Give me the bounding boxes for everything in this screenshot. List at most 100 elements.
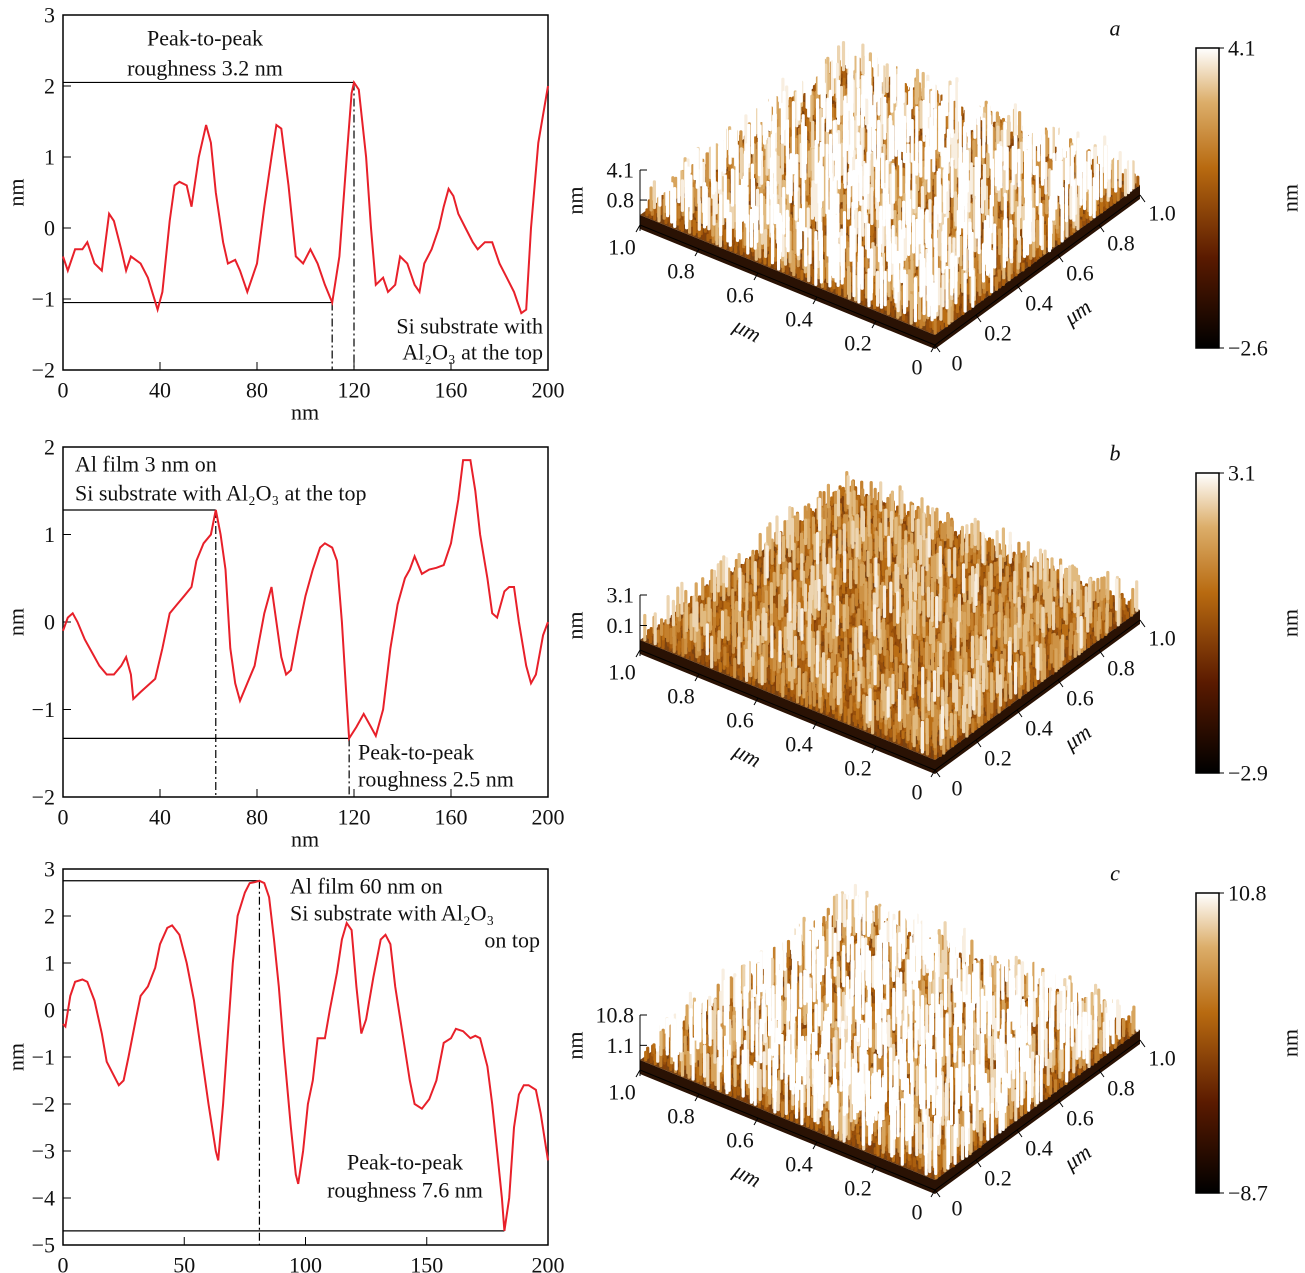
y-tick-label: −1 <box>32 697 55 722</box>
z-tick-label: 1.1 <box>607 1033 635 1058</box>
annotation: Peak-to-peak <box>358 740 474 765</box>
y-tick-label: 2 <box>44 74 55 99</box>
y-tick-label: 0.8 <box>1107 656 1135 681</box>
x-tick-label: 200 <box>532 1253 565 1273</box>
y-axis-label: nm <box>4 1043 29 1071</box>
x-axis-line <box>639 649 936 771</box>
x-tick-label: 0.4 <box>785 732 813 757</box>
y-tick-label: −4 <box>32 1186 55 1211</box>
colorbar-tick-label: 10.8 <box>1228 881 1267 906</box>
z-tick-label: 3.1 <box>607 583 635 608</box>
z-tick-label: 10.8 <box>596 1003 635 1028</box>
annotation: Si substrate with Al₂O₃ <box>290 901 494 926</box>
colorbar-tick-label: 4.1 <box>1228 36 1256 61</box>
x-tick-label: 0.2 <box>844 1176 872 1201</box>
x-tick-label: 200 <box>532 378 565 403</box>
y-tick <box>1057 679 1064 688</box>
x-tick <box>635 224 641 233</box>
y-tick-label: 3 <box>44 857 55 882</box>
x-tick <box>812 721 818 730</box>
z-axis-label: nm <box>563 186 588 214</box>
x-tick <box>930 344 936 353</box>
annotation: Si substrate with Al₂O₃ at the top <box>75 481 367 506</box>
y-tick-label: 0.6 <box>1066 686 1094 711</box>
x-axis-line <box>639 224 936 346</box>
x-tick-label: 0.6 <box>726 1128 754 1153</box>
y-axis-line <box>934 194 1141 346</box>
x-tick-label: 50 <box>173 1253 195 1273</box>
x-axis-label: μm <box>729 1157 765 1192</box>
x-tick-label: 0.6 <box>726 708 754 733</box>
y-tick <box>975 1159 982 1168</box>
x-tick <box>635 1069 641 1078</box>
x-tick-label: 120 <box>338 378 371 403</box>
y-tick-label: 0.6 <box>1066 261 1094 286</box>
x-tick-label: 0 <box>58 378 69 403</box>
panel-label: b <box>1110 441 1121 466</box>
y-tick <box>1098 224 1105 233</box>
profile-line <box>62 879 549 1232</box>
x-axis-label: nm <box>291 827 319 852</box>
x-tick-label: 80 <box>246 805 268 830</box>
y-tick <box>1139 619 1146 628</box>
y-axis-line <box>934 619 1141 771</box>
y-axis-label: μm <box>1058 294 1095 331</box>
y-tick-label: 0.4 <box>1025 716 1053 741</box>
x-tick <box>694 673 700 682</box>
colorbar-tick-label: −2.6 <box>1228 336 1268 361</box>
z-tick-label: 4.1 <box>607 158 635 183</box>
y-axis-label: nm <box>4 608 29 636</box>
x-axis-line <box>639 1069 936 1191</box>
y-axis-label: nm <box>4 178 29 206</box>
x-tick-label: 0 <box>912 1200 923 1225</box>
x-tick <box>635 649 641 658</box>
y-tick <box>975 314 982 323</box>
z-tick-label: 0.8 <box>607 188 635 213</box>
x-tick-label: 0 <box>58 805 69 830</box>
profile-line <box>62 80 549 315</box>
y-tick <box>1098 1069 1105 1078</box>
x-tick <box>871 320 877 329</box>
x-tick-label: 0.4 <box>785 307 813 332</box>
x-tick <box>694 1093 700 1102</box>
x-tick-label: 0.2 <box>844 756 872 781</box>
y-tick-label: −1 <box>32 1045 55 1070</box>
x-tick <box>930 769 936 778</box>
x-tick-label: 0.2 <box>844 331 872 356</box>
y-tick-label: 0 <box>44 216 55 241</box>
colorbar-label: nm <box>1278 1029 1303 1057</box>
surface-skirt <box>640 185 1140 349</box>
panel-label: c <box>1110 861 1120 886</box>
annotation: Al film 3 nm on <box>75 452 217 477</box>
y-tick-label: 0 <box>952 776 963 801</box>
x-tick-label: 40 <box>149 378 171 403</box>
y-tick-label: 0.4 <box>1025 1136 1053 1161</box>
y-tick <box>1057 254 1064 263</box>
x-axis-label: μm <box>729 737 765 772</box>
annotation: Si substrate with <box>396 314 543 339</box>
surface-texture <box>653 475 1139 746</box>
x-tick <box>753 272 759 281</box>
x-tick-label: 40 <box>149 805 171 830</box>
profile-line <box>62 459 549 742</box>
y-tick-label: 3 <box>44 3 55 28</box>
y-tick <box>1098 649 1105 658</box>
x-tick-label: 120 <box>338 805 371 830</box>
z-axis-label: nm <box>563 1031 588 1059</box>
surface-skirt <box>640 1030 1140 1194</box>
y-tick-label: 0.8 <box>1107 1076 1135 1101</box>
x-tick-label: 0 <box>58 1253 69 1273</box>
y-tick <box>1016 709 1023 718</box>
y-tick-label: −2 <box>32 785 55 810</box>
annotation: roughness 3.2 nm <box>127 56 283 81</box>
annotation: Peak-to-peak <box>347 1150 463 1175</box>
x-tick <box>930 1189 936 1198</box>
z-tick-label: 0.1 <box>607 613 635 638</box>
x-tick-label: 160 <box>435 805 468 830</box>
y-axis-label: μm <box>1058 719 1095 756</box>
x-tick-label: 0.6 <box>726 283 754 308</box>
annotation: Al film 60 nm on <box>290 874 443 899</box>
colorbar <box>1195 892 1220 1194</box>
y-tick <box>1057 1099 1064 1108</box>
